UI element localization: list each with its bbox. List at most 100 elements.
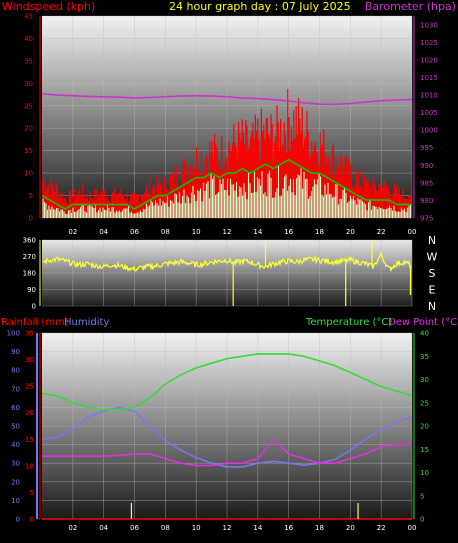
rain-humidity-temp-series	[41, 353, 413, 520]
x-tick-label: 08	[161, 524, 170, 532]
windspeed-tick-label: 20	[24, 125, 33, 133]
dewpoint-line	[42, 438, 412, 467]
x-tick-label: 10	[192, 524, 201, 532]
x-tick-label: 06	[130, 524, 139, 532]
humidity-tick-label: 10	[11, 497, 20, 505]
barometer-tick-label: 990	[420, 162, 433, 170]
x-tick-label: 04	[99, 524, 108, 532]
wind-baro-x-axis: 02 04 06 08 10 12 14 16 18 20 22 00	[68, 228, 416, 236]
x-tick-label: 04	[99, 228, 108, 236]
x-tick-label: 00	[408, 524, 417, 532]
rain-humidity-temp-panel: Rainfall (mm)Humidity Temperature (°C)Dew…	[1, 317, 458, 532]
x-tick-label: 12	[223, 524, 232, 532]
wind-direction-series	[42, 240, 412, 306]
x-tick-label: 12	[223, 228, 232, 236]
windspeed-tick-label: 25	[24, 102, 33, 110]
direction-line	[42, 250, 412, 273]
humidity-line	[41, 406, 413, 468]
x-tick-label: 18	[315, 228, 324, 236]
rainfall-tick-label: 30	[25, 356, 34, 364]
humidity-tick-label: 100	[7, 330, 20, 338]
windspeed-tick-label: 40	[24, 35, 33, 43]
wind-direction-grid	[42, 239, 413, 307]
x-tick-label: 22	[377, 228, 386, 236]
wind-direction-axis: 360 270 180 90 0	[23, 237, 41, 311]
compass-label-s: S	[429, 267, 436, 280]
direction-tick-label: 90	[27, 286, 36, 294]
windspeed-tick-label: 35	[24, 57, 33, 65]
temperature-tick-label: 15	[420, 446, 429, 454]
rainfall-tick-label: 20	[25, 409, 34, 417]
barometer-axis-title: Barometer (hpa)	[365, 0, 456, 13]
chart-title: 24 hour graph day : 07 July 2025	[169, 0, 351, 13]
rainfall-tick-label: 10	[25, 462, 34, 470]
legend-rainfall: Rainfall (mm)	[1, 317, 69, 328]
x-tick-label: 06	[130, 228, 139, 236]
barometer-tick-label: 1020	[420, 56, 438, 64]
wind-baro-series	[41, 89, 413, 218]
x-tick-label: 00	[408, 228, 417, 236]
humidity-tick-label: 90	[11, 348, 20, 356]
rainfall-tick-label: 35	[25, 330, 34, 338]
barometer-axis: 975 980 985 990 995 1000 1005 1010 1015 1020 1025 1…	[413, 16, 438, 223]
windspeed-tick-label: 5	[29, 192, 33, 200]
windspeed-tick-label: 15	[24, 147, 33, 155]
barometer-tick-label: 995	[420, 144, 433, 152]
legend-temperature: Temperature (°C)	[305, 317, 392, 328]
barometer-tick-label: 1025	[420, 39, 438, 47]
rain-humidity-temp-grid	[42, 332, 413, 520]
x-tick-label: 14	[253, 524, 262, 532]
temperature-axis: 0 5 10 15 20 25 30 35 40	[413, 330, 429, 524]
temperature-tick-label: 10	[420, 469, 429, 477]
rainfall-tick-label: 0	[30, 516, 34, 524]
temperature-tick-label: 5	[420, 492, 424, 500]
humidity-tick-label: 40	[11, 441, 20, 449]
temperature-tick-label: 0	[420, 516, 424, 524]
barometer-tick-label: 975	[420, 215, 433, 223]
x-tick-label: 14	[253, 228, 262, 236]
x-tick-label: 02	[68, 524, 77, 532]
temperature-tick-label: 35	[420, 353, 429, 361]
windspeed-axis: 0 5 10 15 20 25 30 35 40 45	[24, 13, 41, 223]
barometer-tick-label: 980	[420, 197, 433, 205]
rainfall-tick-label: 25	[25, 383, 34, 391]
x-tick-label: 16	[284, 228, 293, 236]
compass-label-w: W	[427, 251, 438, 264]
humidity-tick-label: 70	[11, 385, 20, 393]
temperature-tick-label: 30	[420, 376, 429, 384]
temperature-tick-label: 40	[420, 330, 429, 338]
x-tick-label: 02	[68, 228, 77, 236]
barometer-line	[41, 93, 413, 106]
x-tick-label: 22	[377, 524, 386, 532]
barometer-tick-label: 1030	[420, 21, 438, 29]
rainfall-axis: 0 5 10 15 20 25 30 35	[25, 330, 41, 524]
humidity-tick-label: 60	[11, 404, 20, 412]
legend-dewpoint: Dew Point (°C)	[388, 317, 458, 328]
windspeed-tick-label: 30	[24, 80, 33, 88]
temperature-line	[41, 353, 413, 411]
legend: Rainfall (mm)Humidity Temperature (°C)Dew…	[1, 317, 458, 328]
rainfall-tick-label: 15	[25, 436, 34, 444]
rain-humidity-temp-x-axis: 02 04 06 08 10 12 14 16 18 20 22 00	[68, 524, 416, 532]
humidity-tick-label: 80	[11, 367, 20, 375]
windspeed-tick-label: 45	[24, 13, 33, 21]
x-tick-label: 20	[346, 228, 355, 236]
humidity-tick-label: 50	[11, 423, 20, 431]
temperature-tick-label: 25	[420, 399, 429, 407]
humidity-tick-label: 30	[11, 460, 20, 468]
x-tick-label: 18	[315, 524, 324, 532]
barometer-tick-label: 985	[420, 179, 433, 187]
compass-label-n: N	[428, 300, 436, 313]
direction-tick-label: 270	[23, 253, 36, 261]
compass-label-e: E	[429, 284, 436, 297]
x-tick-label: 10	[192, 228, 201, 236]
barometer-tick-label: 1010	[420, 92, 438, 100]
temperature-tick-label: 20	[420, 423, 429, 431]
legend-humidity: Humidity	[64, 317, 109, 328]
windspeed-tick-label: 0	[29, 215, 33, 223]
rainfall-tick-label: 5	[30, 489, 34, 497]
